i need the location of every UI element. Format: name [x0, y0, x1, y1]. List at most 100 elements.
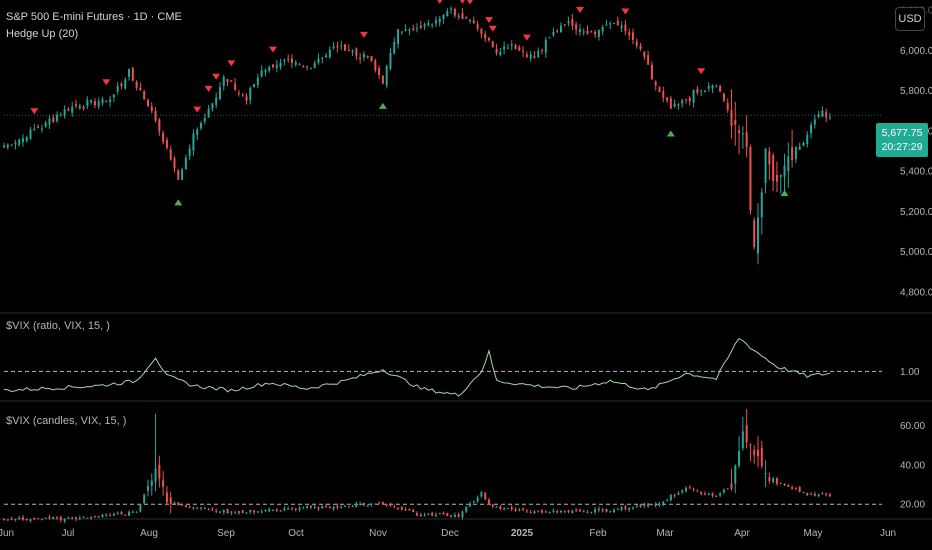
price-candle [381, 75, 384, 85]
price-candle [71, 101, 74, 117]
price-candle [575, 21, 578, 35]
price-candle [294, 59, 297, 67]
price-candle [741, 126, 744, 149]
vix-candle [207, 508, 210, 511]
vix-candle [476, 495, 479, 503]
price-candle [431, 22, 434, 29]
vix-candle [249, 509, 252, 514]
vix-candle [700, 490, 703, 496]
vix-candle [283, 506, 286, 512]
vix-candle [290, 507, 293, 511]
vix-candle [109, 512, 112, 517]
price-candle [302, 64, 305, 68]
price-candle [556, 29, 559, 33]
sell-signal-marker [488, 25, 497, 32]
price-candle [810, 121, 813, 139]
price-candle [643, 51, 646, 61]
vix-candle [783, 483, 786, 486]
vix-candle [537, 510, 540, 513]
price-candle [63, 105, 66, 119]
vix-candle [355, 501, 358, 508]
vix-ratio-label[interactable]: $VIX (ratio, VIX, 15, ) [6, 320, 110, 332]
price-candle [33, 123, 36, 132]
indicator-label[interactable]: Hedge Up (20) [6, 28, 79, 40]
vix-candle [791, 485, 794, 490]
price-candle [495, 43, 498, 56]
price-candle [351, 49, 354, 56]
price-candle [56, 111, 59, 123]
price-candle [184, 154, 187, 170]
price-candle [78, 103, 81, 110]
vix-candle [518, 507, 521, 512]
price-candle [25, 135, 28, 143]
vix-candle [446, 512, 449, 517]
vix-candle [272, 509, 275, 512]
price-candle [52, 114, 55, 123]
price-candle [378, 65, 381, 80]
price-axis-tick: 5,400.00 [900, 167, 932, 178]
price-candle [211, 102, 214, 112]
vix-candle [662, 501, 665, 507]
vix-candle [294, 508, 297, 512]
time-axis-label: Mar [656, 528, 674, 539]
price-candle [279, 58, 282, 70]
vix-candle [256, 510, 259, 514]
vix-candle [385, 503, 388, 507]
price-candle [218, 82, 221, 101]
price-candle [533, 51, 536, 59]
price-candle [730, 89, 733, 139]
price-pane[interactable] [3, 0, 882, 265]
vix-candle [234, 510, 237, 514]
price-candle [779, 174, 782, 194]
price-candle [241, 92, 244, 97]
vix-candle [48, 514, 51, 520]
price-candle [332, 41, 335, 51]
price-candle [215, 92, 218, 109]
vix-candle [624, 504, 627, 511]
vix-candle [306, 505, 309, 510]
vix-candles-pane[interactable] [3, 409, 882, 524]
vix-axis-tick: 20.00 [900, 500, 925, 511]
price-candle [597, 29, 600, 41]
vix-candle [442, 511, 445, 515]
sell-signal-marker [467, 0, 474, 5]
currency-button[interactable]: USD [895, 7, 925, 31]
vix-candle [647, 502, 650, 508]
axes: 6,000.005,800.005,600.005,400.005,200.00… [0, 6, 932, 539]
price-candle [253, 84, 256, 88]
price-candle [772, 152, 775, 192]
vix-candles-label[interactable]: $VIX (candles, VIX, 15, ) [6, 415, 127, 427]
vix-candle [487, 497, 490, 506]
symbol-title[interactable]: S&P 500 E-mini Futures · 1D · CME [6, 11, 182, 23]
vix-candle [328, 505, 331, 509]
price-candle [673, 99, 676, 108]
price-candle [230, 80, 233, 83]
vix-ratio-pane[interactable] [3, 337, 882, 397]
vix-candle [188, 505, 191, 508]
vix-candle [6, 519, 9, 521]
price-candle [203, 113, 206, 125]
vix-candle [775, 477, 778, 486]
vix-candle [685, 486, 688, 493]
sell-signal-marker [575, 6, 584, 13]
price-candle [18, 138, 21, 147]
price-candle [128, 68, 131, 81]
price-candle [669, 95, 672, 109]
vix-candle [548, 511, 551, 514]
price-candle [306, 65, 309, 71]
vix-candle [813, 491, 816, 497]
buy-signal-marker [666, 130, 675, 137]
vix-candle [184, 504, 187, 508]
price-candle [817, 110, 820, 119]
vix-candle [67, 516, 70, 520]
price-candle [768, 147, 771, 180]
price-candle [264, 68, 267, 77]
vix-candle [616, 507, 619, 511]
price-candle [469, 19, 472, 24]
price-candle [389, 47, 392, 71]
price-candle [749, 144, 752, 215]
price-candle [124, 77, 127, 90]
vix-candle [279, 509, 282, 512]
price-candle [594, 29, 597, 39]
